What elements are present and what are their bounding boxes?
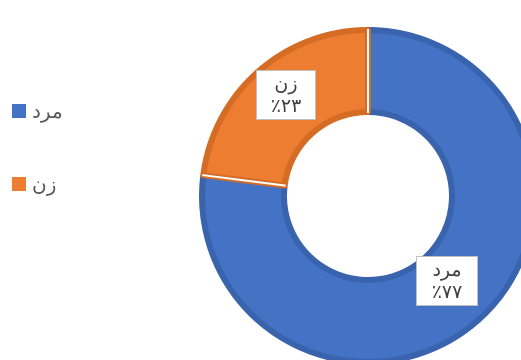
data-label-male: مرد ٪۷۷ bbox=[416, 256, 478, 306]
legend-swatch-female bbox=[12, 177, 26, 191]
data-label-male-value: ٪۷۷ bbox=[431, 281, 463, 303]
data-label-female-value: ٪۲۳ bbox=[270, 95, 302, 117]
legend-item-male: مرد bbox=[12, 99, 63, 123]
data-label-female-category: زن bbox=[274, 73, 298, 95]
legend-label-male: مرد bbox=[32, 99, 63, 123]
data-label-female: زن ٪۲۳ bbox=[256, 70, 316, 120]
legend-label-female: زن bbox=[32, 172, 57, 196]
legend-item-female: زن bbox=[12, 172, 56, 196]
legend-swatch-male bbox=[12, 104, 26, 118]
slice-separator bbox=[202, 174, 286, 187]
data-label-male-category: مرد bbox=[432, 259, 462, 281]
